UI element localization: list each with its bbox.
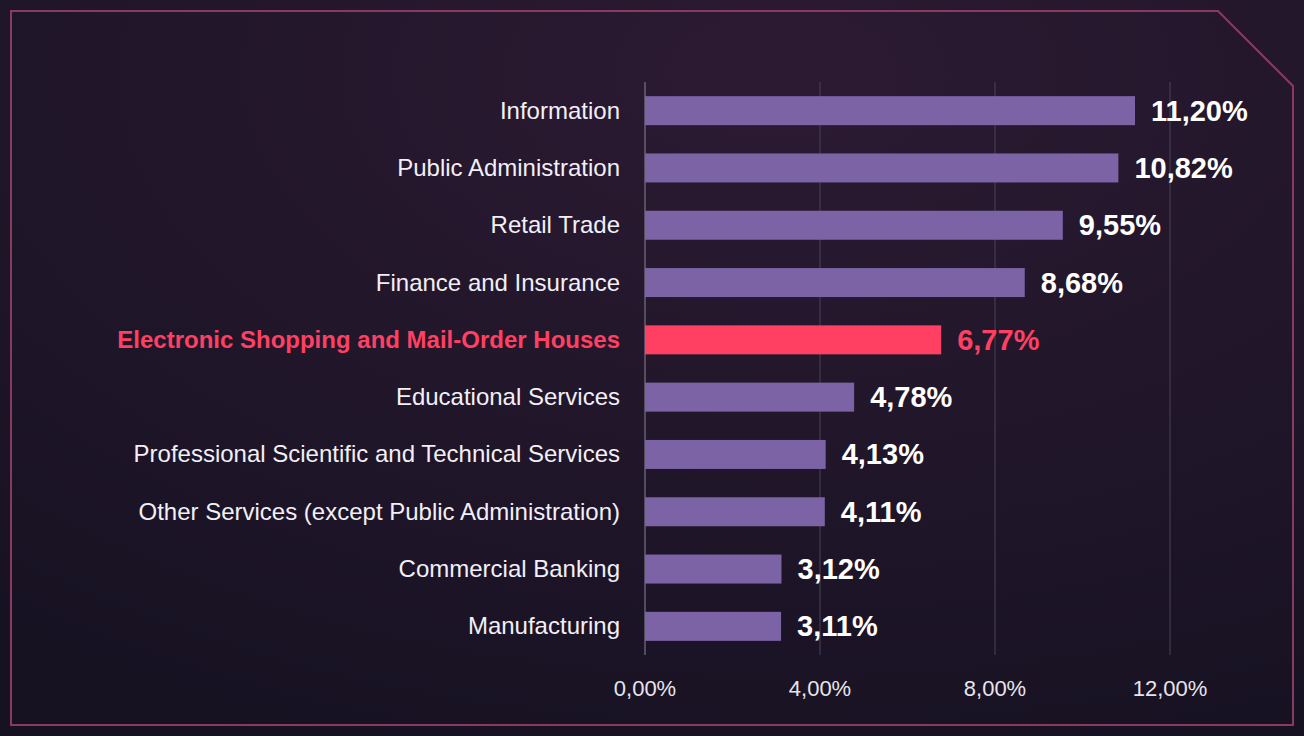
bar bbox=[645, 153, 1118, 182]
category-label: Electronic Shopping and Mail-Order House… bbox=[117, 326, 620, 353]
background bbox=[0, 0, 1304, 736]
labels: Information 11,20% Public Administration 10… bbox=[117, 95, 1248, 643]
bar bbox=[645, 325, 941, 354]
bar bbox=[645, 96, 1135, 125]
category-label: Public Administration bbox=[397, 154, 620, 181]
category-label: Retail Trade bbox=[491, 211, 620, 238]
category-label: Information bbox=[500, 97, 620, 124]
category-label: Commercial Banking bbox=[399, 555, 620, 582]
bar bbox=[645, 440, 826, 469]
chart-root: 0,00% 4,00% 8,00% 12,00% Information 11,20% Pu… bbox=[0, 0, 1304, 736]
bar bbox=[645, 612, 781, 641]
data-label: 3,11% bbox=[797, 610, 878, 642]
category-label: Professional Scientific and Technical Se… bbox=[134, 440, 620, 467]
data-label: 6,77% bbox=[957, 324, 1039, 356]
frame bbox=[11, 11, 1293, 725]
tick-label: 0,00% bbox=[614, 676, 676, 701]
data-label: 3,12% bbox=[798, 553, 880, 585]
chart-svg: 0,00% 4,00% 8,00% 12,00% Information 11,20% Pu… bbox=[0, 0, 1304, 736]
data-label: 11,20% bbox=[1151, 95, 1248, 127]
category-label: Other Services (except Public Administra… bbox=[138, 498, 620, 525]
data-label: 4,13% bbox=[842, 438, 924, 470]
tick-label: 8,00% bbox=[964, 676, 1026, 701]
category-label: Finance and Insurance bbox=[376, 269, 620, 296]
grid bbox=[645, 82, 1170, 655]
data-label: 9,55% bbox=[1079, 209, 1161, 241]
bar bbox=[645, 497, 825, 526]
tick-label: 4,00% bbox=[789, 676, 851, 701]
data-label: 8,68% bbox=[1041, 267, 1123, 299]
tick-label: 12,00% bbox=[1133, 676, 1208, 701]
bar bbox=[645, 383, 854, 412]
bar bbox=[645, 555, 782, 584]
bars bbox=[645, 96, 1135, 641]
bar bbox=[645, 268, 1025, 297]
category-label: Educational Services bbox=[396, 383, 620, 410]
data-label: 10,82% bbox=[1134, 152, 1233, 184]
bar bbox=[645, 211, 1063, 240]
category-label: Manufacturing bbox=[468, 612, 620, 639]
data-label: 4,11% bbox=[841, 496, 922, 528]
data-label: 4,78% bbox=[870, 381, 952, 413]
